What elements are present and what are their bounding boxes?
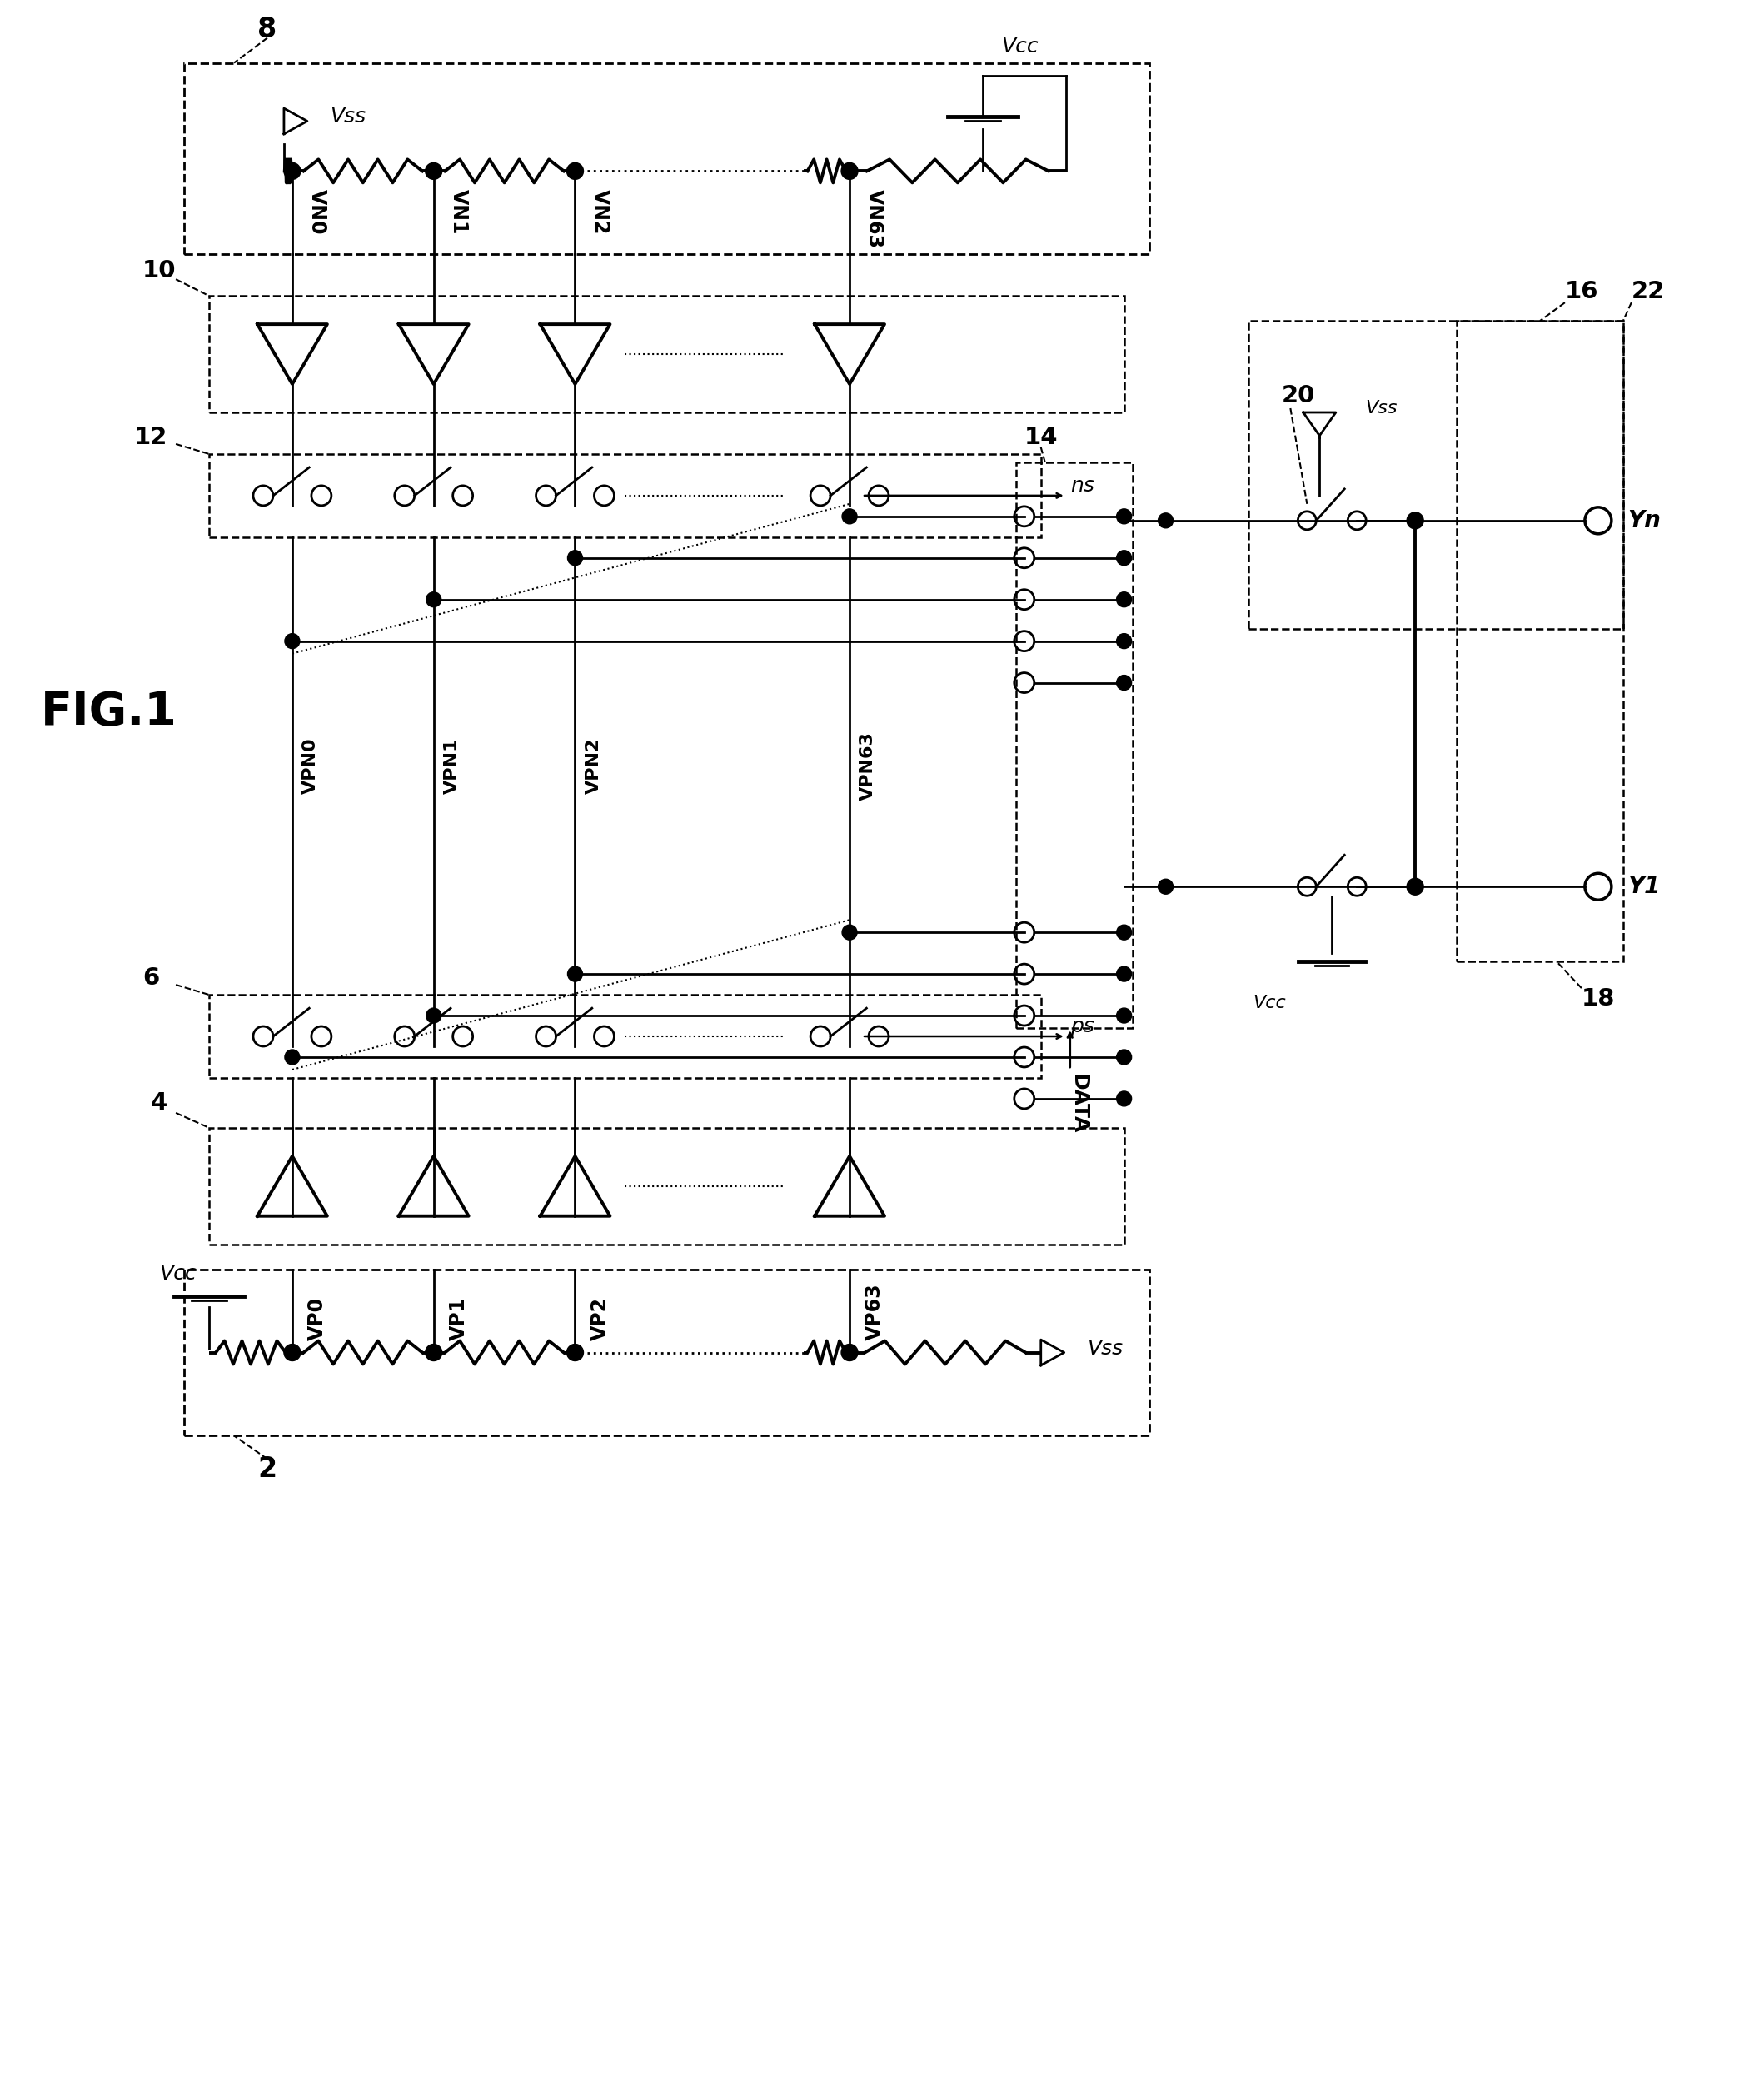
Text: Vss: Vss	[330, 106, 365, 127]
Circle shape	[841, 163, 857, 179]
Polygon shape	[540, 323, 610, 384]
Circle shape	[284, 163, 300, 179]
Text: Vcc: Vcc	[1002, 35, 1039, 56]
Text: VN63: VN63	[864, 190, 884, 248]
Circle shape	[841, 924, 857, 941]
Bar	[210, 1129, 1124, 1245]
Polygon shape	[1304, 413, 1335, 436]
Text: 16: 16	[1565, 280, 1598, 302]
Text: Vss: Vss	[1087, 1339, 1122, 1358]
Bar	[183, 63, 1148, 254]
Circle shape	[568, 966, 582, 980]
Circle shape	[284, 634, 300, 649]
Bar	[1457, 321, 1623, 962]
Polygon shape	[815, 1156, 884, 1216]
Circle shape	[1117, 634, 1131, 649]
Bar	[210, 296, 1124, 413]
Text: 18: 18	[1581, 987, 1616, 1010]
Circle shape	[1117, 676, 1131, 690]
Text: VP2: VP2	[589, 1297, 610, 1339]
Text: 4: 4	[150, 1091, 168, 1114]
Text: 10: 10	[143, 259, 176, 282]
Bar	[210, 995, 1041, 1078]
Text: 12: 12	[134, 426, 168, 448]
Circle shape	[1408, 513, 1424, 530]
Circle shape	[425, 163, 443, 179]
Polygon shape	[1041, 1339, 1064, 1366]
Circle shape	[841, 509, 857, 524]
Polygon shape	[258, 323, 326, 384]
Circle shape	[1117, 966, 1131, 980]
Bar	[1016, 463, 1132, 1028]
Text: VP63: VP63	[864, 1283, 884, 1339]
Circle shape	[284, 1049, 300, 1064]
Circle shape	[1117, 509, 1131, 524]
Circle shape	[1408, 878, 1424, 895]
Text: 20: 20	[1282, 384, 1316, 407]
Bar	[183, 1268, 1148, 1435]
Text: 6: 6	[143, 966, 159, 989]
Bar	[1249, 321, 1623, 628]
Polygon shape	[399, 323, 469, 384]
Text: Vcc: Vcc	[159, 1264, 196, 1283]
Circle shape	[1117, 551, 1131, 565]
Circle shape	[1117, 592, 1131, 607]
Text: VPN0: VPN0	[302, 738, 319, 795]
Circle shape	[1117, 924, 1131, 941]
Circle shape	[841, 1343, 857, 1360]
Text: VPN2: VPN2	[586, 738, 602, 795]
Text: 2: 2	[258, 1456, 277, 1483]
Text: Yn: Yn	[1626, 509, 1660, 532]
Polygon shape	[540, 1156, 610, 1216]
Text: ps: ps	[1071, 1016, 1094, 1037]
Text: 8: 8	[258, 17, 277, 44]
Circle shape	[425, 1343, 443, 1360]
Circle shape	[1159, 878, 1173, 895]
Text: VPN1: VPN1	[445, 738, 460, 795]
Text: VP0: VP0	[307, 1297, 328, 1339]
Circle shape	[1117, 1008, 1131, 1022]
Circle shape	[568, 551, 582, 565]
Polygon shape	[258, 1156, 326, 1216]
Polygon shape	[399, 1156, 469, 1216]
Text: VN2: VN2	[589, 190, 610, 236]
Circle shape	[1159, 513, 1173, 528]
Text: Y1: Y1	[1626, 874, 1660, 899]
Circle shape	[1117, 1049, 1131, 1064]
Text: Vcc: Vcc	[1252, 995, 1286, 1012]
Circle shape	[566, 163, 584, 179]
Text: VN1: VN1	[448, 190, 469, 236]
Text: FIG.1: FIG.1	[41, 688, 178, 734]
Circle shape	[284, 1343, 300, 1360]
Circle shape	[1117, 1091, 1131, 1106]
Text: VP1: VP1	[448, 1297, 469, 1339]
Bar	[210, 455, 1041, 538]
Polygon shape	[815, 323, 884, 384]
Text: Vss: Vss	[1365, 401, 1397, 417]
Text: ns: ns	[1071, 476, 1094, 496]
Circle shape	[566, 1343, 584, 1360]
Text: 22: 22	[1632, 280, 1665, 302]
Circle shape	[427, 1008, 441, 1022]
Circle shape	[427, 592, 441, 607]
Text: VN0: VN0	[307, 190, 328, 236]
Text: DATA: DATA	[1069, 1074, 1088, 1135]
Text: 14: 14	[1025, 426, 1058, 448]
Polygon shape	[284, 108, 307, 134]
Text: VPN63: VPN63	[859, 732, 877, 801]
